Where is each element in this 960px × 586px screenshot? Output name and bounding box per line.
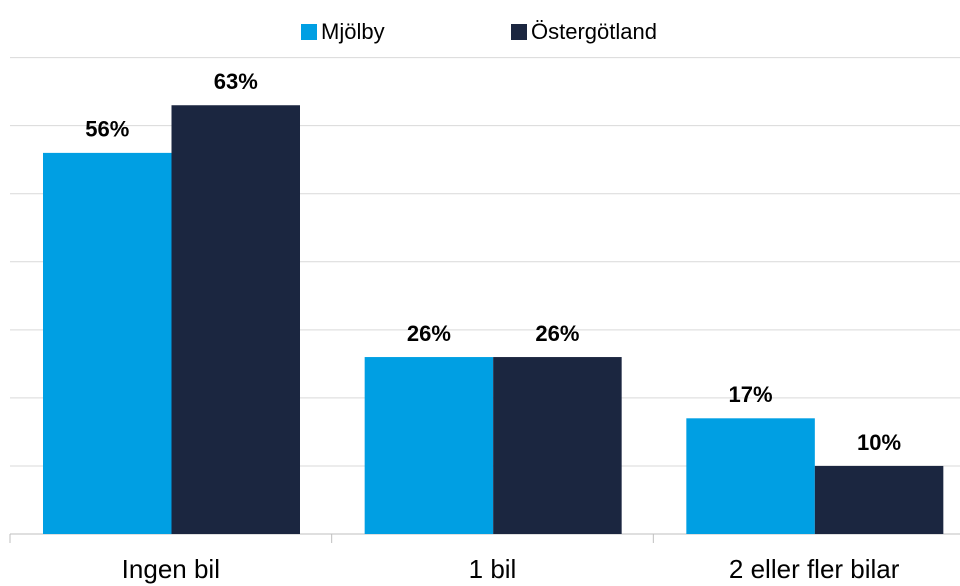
bar xyxy=(43,152,172,534)
legend-label: Mjölby xyxy=(321,19,385,44)
bar xyxy=(364,357,494,534)
value-label: 10% xyxy=(857,430,901,455)
value-label: 17% xyxy=(729,382,773,407)
value-label: 56% xyxy=(85,117,129,142)
x-tick-label: Ingen bil xyxy=(122,554,220,584)
value-label: 26% xyxy=(407,321,451,346)
x-tick-label: 2 eller fler bilar xyxy=(729,554,900,584)
value-label: 63% xyxy=(214,69,258,94)
bar xyxy=(686,418,815,534)
bar xyxy=(171,105,300,535)
bar xyxy=(814,465,944,534)
legend-swatch xyxy=(511,24,527,40)
bar xyxy=(493,357,622,534)
legend-label: Östergötland xyxy=(531,19,657,44)
x-tick-label: 1 bil xyxy=(469,554,517,584)
legend-swatch xyxy=(301,24,317,40)
value-label: 26% xyxy=(535,321,579,346)
